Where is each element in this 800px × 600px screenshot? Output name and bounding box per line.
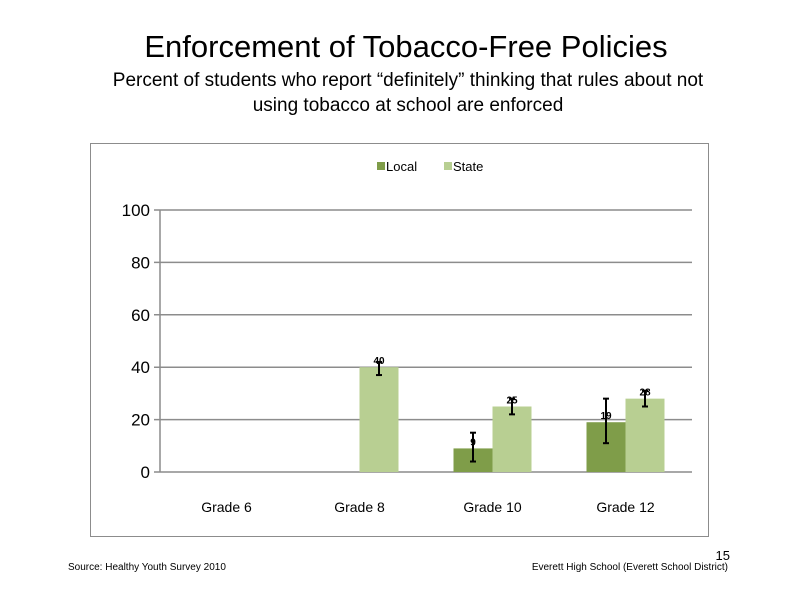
- chart-subtitle: Percent of students who report “definite…: [112, 70, 704, 116]
- data-label: 25: [506, 396, 518, 407]
- bar-state-grade-12: [625, 398, 665, 472]
- y-axis: 0 20 40 60 80 100: [122, 201, 150, 482]
- source-note: Source: Healthy Youth Survey 2010: [68, 562, 226, 573]
- x-axis: Grade 6 Grade 8 Grade 10 Grade 12: [201, 499, 655, 515]
- data-labels: 40 9 25 19 28: [373, 356, 651, 448]
- slide-number: 15: [715, 548, 730, 563]
- chart-title: Enforcement of Tobacco-Free Policies: [144, 29, 668, 64]
- error-bars: [376, 360, 648, 463]
- bar-state-grade-10: [492, 406, 532, 472]
- legend-swatch-local: [377, 162, 385, 170]
- legend: Local State: [377, 159, 483, 174]
- y-tick-label: 80: [131, 253, 150, 272]
- data-label: 40: [373, 356, 385, 367]
- data-label: 19: [600, 411, 612, 422]
- x-tick-label: Grade 12: [596, 499, 655, 515]
- legend-swatch-state: [444, 162, 452, 170]
- legend-label-state: State: [453, 159, 483, 174]
- school-name: Everett High School (Everett School Dist…: [531, 562, 728, 573]
- y-tick-label: 40: [131, 358, 150, 377]
- chart-frame: [90, 143, 709, 537]
- y-tick-label: 0: [141, 463, 150, 482]
- bar-state-grade-8: [359, 367, 399, 472]
- data-label: 28: [639, 388, 651, 399]
- x-tick-label: Grade 6: [201, 499, 252, 515]
- x-tick-label: Grade 10: [463, 499, 522, 515]
- x-tick-label: Grade 8: [334, 499, 385, 515]
- y-tick-label: 100: [122, 201, 150, 220]
- y-tick-label: 60: [131, 306, 150, 325]
- bars: [359, 367, 665, 472]
- y-tick-label: 20: [131, 411, 150, 430]
- legend-label-local: Local: [386, 159, 417, 174]
- data-label: 9: [470, 437, 476, 448]
